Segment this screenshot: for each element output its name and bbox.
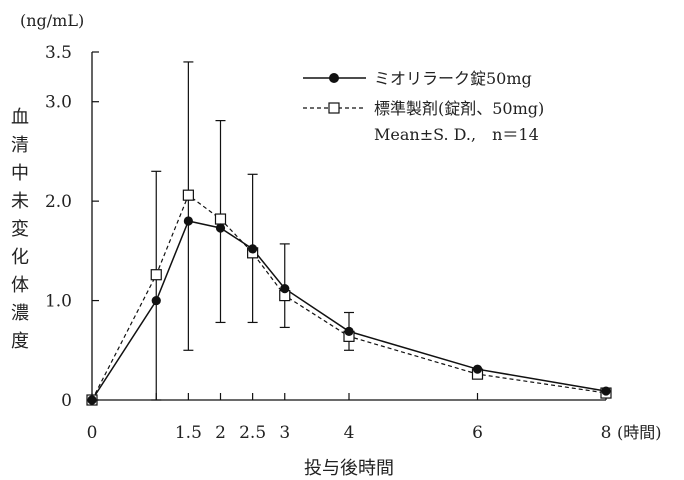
data-point-series-1 xyxy=(344,326,354,336)
y-axis-title-char: 度 xyxy=(11,331,29,352)
data-point-series-2 xyxy=(150,269,162,281)
y-axis-title-char: 未 xyxy=(11,191,29,212)
y-tick-label: 3.0 xyxy=(45,93,72,113)
data-point-series-1 xyxy=(87,395,97,405)
x-axis-title: 投与後時間 xyxy=(304,458,394,479)
data-point-series-1 xyxy=(248,244,258,254)
y-tick-label: 1.0 xyxy=(45,292,72,312)
y-axis-unit-label: (ng/mL) xyxy=(20,11,84,30)
y-axis-title-char: 体 xyxy=(11,275,29,296)
legend-label-series-1: ミオリラーク錠50mg xyxy=(374,69,532,88)
y-tick-label: 0 xyxy=(61,391,72,411)
series-line-1 xyxy=(91,220,607,401)
y-tick-label: 2.0 xyxy=(45,192,72,212)
x-tick-label: 2.5 xyxy=(239,423,266,443)
x-tick-label: 4 xyxy=(344,423,355,443)
legend-note: Mean±S. D., n＝14 xyxy=(374,125,539,144)
data-point-series-2 xyxy=(182,189,194,201)
x-tick-label: 0 xyxy=(87,423,98,443)
legend-marker-series-1 xyxy=(329,73,339,83)
y-axis-title-char: 血 xyxy=(11,107,29,128)
legend: ミオリラーク錠50mg 標準製剤(錠剤、50mg) Mean±S. D., n＝… xyxy=(303,69,544,144)
series-markers xyxy=(86,189,612,406)
y-axis-title-char: 清 xyxy=(11,135,29,156)
legend-label-series-2: 標準製剤(錠剤、50mg) xyxy=(374,99,544,118)
x-tick-label: 1.5 xyxy=(175,423,202,443)
y-axis-title-char: 化 xyxy=(11,247,29,268)
x-axis-ticks: 0 1.5 2 2.5 3 4 6 8 xyxy=(87,393,612,443)
data-point-series-1 xyxy=(183,216,193,226)
data-point-series-1 xyxy=(151,295,161,306)
y-axis-title-char: 濃 xyxy=(11,303,29,324)
x-tick-label: 2 xyxy=(215,423,226,443)
error-bars xyxy=(151,61,354,401)
x-tick-label: 8 xyxy=(601,423,612,443)
x-tick-label: 6 xyxy=(472,423,483,443)
x-tick-label: 3 xyxy=(279,423,290,443)
y-tick-label: 3.5 xyxy=(45,43,72,63)
y-axis-title-char: 変 xyxy=(11,219,29,240)
data-point-series-1 xyxy=(601,386,611,396)
data-point-series-1 xyxy=(280,284,290,294)
series-lines xyxy=(91,194,607,401)
data-point-series-1 xyxy=(215,223,226,233)
y-axis-title-char: 中 xyxy=(11,163,29,184)
y-axis-ticks: 0 1.0 2.0 3.0 3.5 xyxy=(45,43,99,411)
data-point-series-1 xyxy=(472,364,483,374)
series-line-2 xyxy=(91,194,607,401)
data-point-series-2 xyxy=(214,213,227,225)
x-axis-unit-label: (時間) xyxy=(617,423,662,442)
legend-marker-series-2 xyxy=(328,102,340,114)
